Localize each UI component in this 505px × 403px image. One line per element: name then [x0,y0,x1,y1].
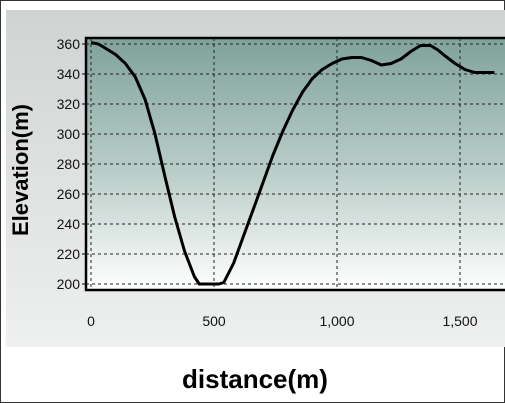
x-axis-ticks: 0 500 1,000 1,500 [87,313,478,329]
y-tick-label: 200 [57,276,81,292]
y-tick-label: 340 [57,66,81,82]
elevation-profile-line [90,41,495,286]
y-tick-label: 220 [57,246,81,262]
y-tick-label: 320 [57,96,81,112]
x-tick-label: 0 [87,313,95,329]
y-tick-label: 280 [57,156,81,172]
y-axis-title: Elevation(m) [8,104,33,236]
x-tick-label: 500 [202,313,226,329]
x-axis-title: distance(m) [182,364,328,394]
x-tick-label: 1,500 [442,313,477,329]
x-tick-label: 1,000 [319,313,354,329]
y-tick-label: 300 [57,126,81,142]
y-axis-ticks: 200 220 240 260 280 300 320 340 360 [57,36,86,292]
y-tick-label: 240 [57,216,81,232]
x-gridlines [90,38,461,290]
y-tick-label: 260 [57,186,81,202]
y-tick-label: 360 [57,36,81,52]
y-gridlines [86,43,505,285]
